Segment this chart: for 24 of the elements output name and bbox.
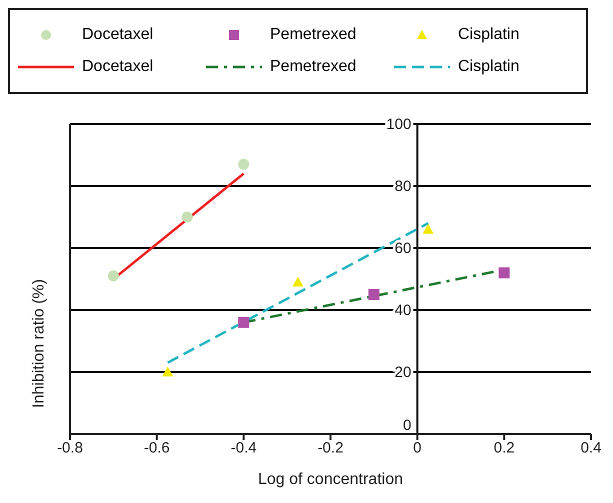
x-tick-label: -0.8	[57, 440, 83, 457]
x-axis-title: Log of concentration	[258, 471, 403, 488]
x-tick-label: -0.6	[144, 440, 170, 457]
point	[108, 270, 119, 282]
point	[422, 224, 434, 234]
legend-label: Cisplatin	[458, 58, 520, 76]
x-tick-label: 0.2	[494, 440, 515, 457]
point	[238, 158, 250, 170]
point	[498, 267, 510, 278]
point	[238, 316, 250, 328]
legend-label: Cisplatin	[458, 26, 520, 44]
x-tick-label: -0.4	[230, 440, 257, 457]
x-tick-label: -0.2	[318, 440, 344, 457]
legend-label: Pemetrexed	[270, 26, 356, 44]
point	[292, 276, 304, 286]
y-axis-title: Inhibition ratio (%)	[30, 279, 48, 408]
point	[368, 289, 380, 300]
point	[182, 212, 193, 222]
legend-label: Docetaxel	[82, 26, 154, 44]
legend-label: Pemetrexed	[270, 58, 356, 76]
point	[162, 366, 174, 376]
y-tick-label: 0	[402, 417, 412, 434]
legend-label: Docetaxel	[82, 58, 154, 76]
x-tick-label: 0.4	[580, 440, 602, 457]
